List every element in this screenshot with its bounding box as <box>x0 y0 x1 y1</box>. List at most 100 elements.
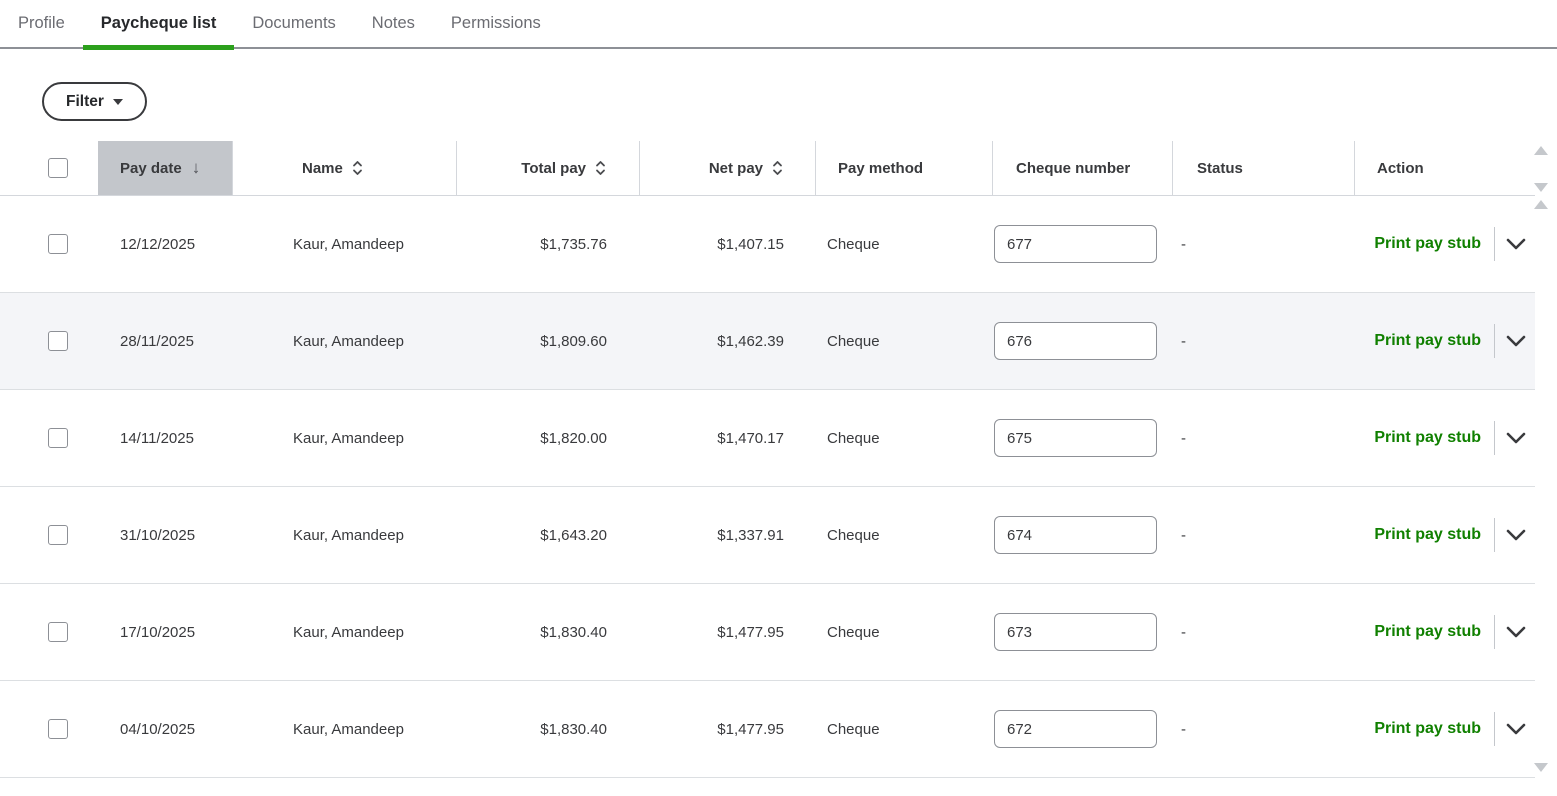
body-scroll-down-icon[interactable] <box>1534 763 1548 772</box>
row-spacer <box>0 681 40 777</box>
name-cell: Kaur, Amandeep <box>293 720 404 738</box>
pay-method-cell: Cheque <box>827 235 880 253</box>
cheque-number-cell <box>993 293 1173 389</box>
pay-method-cell: Cheque <box>827 720 880 738</box>
row-checkbox[interactable] <box>48 622 68 642</box>
header-spacer <box>0 141 40 195</box>
print-pay-stub-link[interactable]: Print pay stub <box>1374 429 1481 446</box>
action-cell: Print pay stub <box>1355 196 1535 292</box>
pay-date-cell: 04/10/2025 <box>120 720 196 738</box>
print-pay-stub-link[interactable]: Print pay stub <box>1374 526 1481 543</box>
cheque-number-cell <box>993 584 1173 680</box>
pay-date-cell: 17/10/2025 <box>120 623 196 641</box>
table-row: 14/11/2025 Kaur, Amandeep $1,820.00 $1,4… <box>0 390 1535 487</box>
pay-date-cell: 12/12/2025 <box>120 235 196 253</box>
cheque-number-cell <box>993 196 1173 292</box>
cheque-number-cell <box>993 390 1173 486</box>
cheque-number-input[interactable] <box>994 710 1157 748</box>
filter-button[interactable]: Filter <box>42 82 147 121</box>
sort-toggle-icon <box>352 159 363 177</box>
select-all-cell <box>40 141 98 195</box>
name-cell: Kaur, Amandeep <box>293 623 404 641</box>
tab-permissions[interactable]: Permissions <box>450 14 541 32</box>
tab-documents[interactable]: Documents <box>252 14 336 32</box>
row-actions-dropdown[interactable] <box>1504 236 1528 252</box>
filter-button-label: Filter <box>66 92 104 110</box>
name-cell: Kaur, Amandeep <box>293 235 404 253</box>
table-row: 04/10/2025 Kaur, Amandeep $1,830.40 $1,4… <box>0 681 1535 778</box>
chevron-down-icon <box>1506 432 1526 444</box>
row-select-cell <box>40 293 98 389</box>
header-name-label: Name <box>302 159 343 177</box>
pay-method-cell: Cheque <box>827 332 880 350</box>
row-checkbox[interactable] <box>48 331 68 351</box>
chevron-down-icon <box>1506 626 1526 638</box>
action-divider <box>1494 421 1495 455</box>
print-pay-stub-link[interactable]: Print pay stub <box>1374 623 1481 640</box>
header-scroll-up-icon[interactable] <box>1534 146 1548 155</box>
name-cell: Kaur, Amandeep <box>293 429 404 447</box>
row-actions-dropdown[interactable] <box>1504 624 1528 640</box>
action-divider <box>1494 712 1495 746</box>
action-divider <box>1494 227 1495 261</box>
tab-notes[interactable]: Notes <box>371 14 415 32</box>
net-pay-cell: $1,477.95 <box>717 623 784 641</box>
sort-descending-icon: ↓ <box>191 158 201 177</box>
row-actions-dropdown[interactable] <box>1504 333 1528 349</box>
header-pay-date[interactable]: Pay date ↓ <box>98 141 233 195</box>
header-status-label: Status <box>1197 159 1243 177</box>
net-pay-cell: $1,337.91 <box>717 526 784 544</box>
name-cell: Kaur, Amandeep <box>293 332 404 350</box>
header-name[interactable]: Name <box>233 141 457 195</box>
select-all-checkbox[interactable] <box>48 158 68 178</box>
table-row: 12/12/2025 Kaur, Amandeep $1,735.76 $1,4… <box>0 196 1535 293</box>
cheque-number-cell <box>993 487 1173 583</box>
status-cell: - <box>1181 332 1186 350</box>
header-pay-date-label: Pay date <box>120 159 182 177</box>
header-total-pay[interactable]: Total pay <box>457 141 640 195</box>
cheque-number-input[interactable] <box>994 516 1157 554</box>
chevron-down-icon <box>1506 529 1526 541</box>
row-actions-dropdown[interactable] <box>1504 721 1528 737</box>
pay-method-cell: Cheque <box>827 429 880 447</box>
row-spacer <box>0 487 40 583</box>
total-pay-cell: $1,643.20 <box>540 526 607 544</box>
row-actions-dropdown[interactable] <box>1504 527 1528 543</box>
print-pay-stub-link[interactable]: Print pay stub <box>1374 235 1481 252</box>
header-net-pay-label: Net pay <box>708 159 763 177</box>
print-pay-stub-link[interactable]: Print pay stub <box>1374 720 1481 737</box>
table-row: 28/11/2025 Kaur, Amandeep $1,809.60 $1,4… <box>0 293 1535 390</box>
cheque-number-input[interactable] <box>994 613 1157 651</box>
row-checkbox[interactable] <box>48 525 68 545</box>
row-checkbox[interactable] <box>48 428 68 448</box>
body-scroll-up-icon[interactable] <box>1534 200 1548 209</box>
pay-date-cell: 31/10/2025 <box>120 526 196 544</box>
cheque-number-input[interactable] <box>994 225 1157 263</box>
net-pay-cell: $1,477.95 <box>717 720 784 738</box>
cheque-number-input[interactable] <box>994 322 1157 360</box>
row-select-cell <box>40 390 98 486</box>
tab-profile[interactable]: Profile <box>18 14 65 32</box>
header-cheque-number-label: Cheque number <box>1016 159 1131 177</box>
net-pay-cell: $1,462.39 <box>717 332 784 350</box>
header-pay-method: Pay method <box>816 141 993 195</box>
action-divider <box>1494 518 1495 552</box>
header-action-label: Action <box>1377 159 1424 177</box>
row-checkbox[interactable] <box>48 719 68 739</box>
pay-method-cell: Cheque <box>827 623 880 641</box>
action-divider <box>1494 324 1495 358</box>
row-actions-dropdown[interactable] <box>1504 430 1528 446</box>
total-pay-cell: $1,735.76 <box>540 235 607 253</box>
tab-paycheque-list[interactable]: Paycheque list <box>82 0 235 50</box>
row-spacer <box>0 390 40 486</box>
print-pay-stub-link[interactable]: Print pay stub <box>1374 332 1481 349</box>
name-cell: Kaur, Amandeep <box>293 526 404 544</box>
header-net-pay[interactable]: Net pay <box>640 141 816 195</box>
row-checkbox[interactable] <box>48 234 68 254</box>
status-cell: - <box>1181 429 1186 447</box>
row-select-cell <box>40 487 98 583</box>
pay-date-cell: 14/11/2025 <box>120 429 194 447</box>
caret-down-icon <box>112 98 123 105</box>
cheque-number-input[interactable] <box>994 419 1157 457</box>
header-scroll-down-icon[interactable] <box>1534 183 1548 192</box>
